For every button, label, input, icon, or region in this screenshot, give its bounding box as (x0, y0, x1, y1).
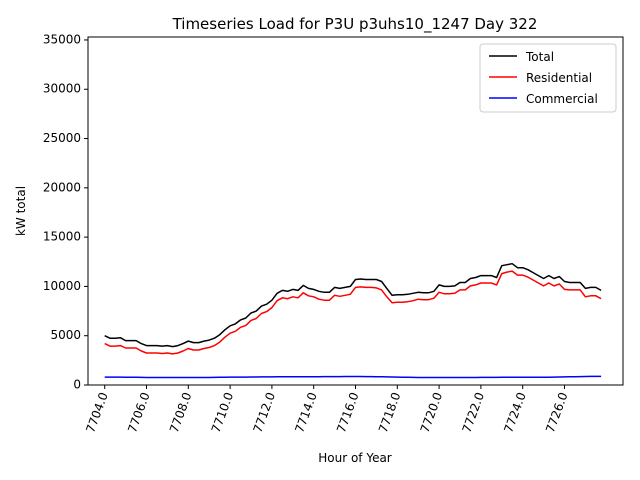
chart-title: Timeseries Load for P3U p3uhs10_1247 Day… (172, 15, 538, 34)
y-tick-label: 10000 (43, 279, 81, 293)
y-axis-label: kW total (14, 186, 28, 236)
series-line-residential (104, 270, 602, 355)
y-tick-label: 0 (73, 378, 81, 392)
y-axis: 0 5000 10000 15000 20000 25000 30000 35000 (43, 32, 88, 392)
y-tick-label: 30000 (43, 82, 81, 96)
y-tick-label: 15000 (43, 230, 81, 244)
series-line-commercial (104, 375, 602, 379)
legend-commercial-label: Commercial (526, 92, 598, 106)
y-tick-label: 25000 (43, 131, 81, 145)
legend-total-label: Total (525, 50, 554, 64)
series-layer (104, 262, 602, 379)
y-tick-label: 20000 (43, 180, 81, 194)
legend: Total Residential Commercial (479, 43, 617, 113)
y-tick-label: 5000 (50, 328, 81, 342)
legend-box (479, 43, 617, 113)
legend-residential-label: Residential (526, 71, 592, 85)
x-axis-label: Hour of Year (318, 451, 392, 465)
y-tick-label: 35000 (43, 32, 81, 46)
series-line-total (104, 262, 602, 348)
